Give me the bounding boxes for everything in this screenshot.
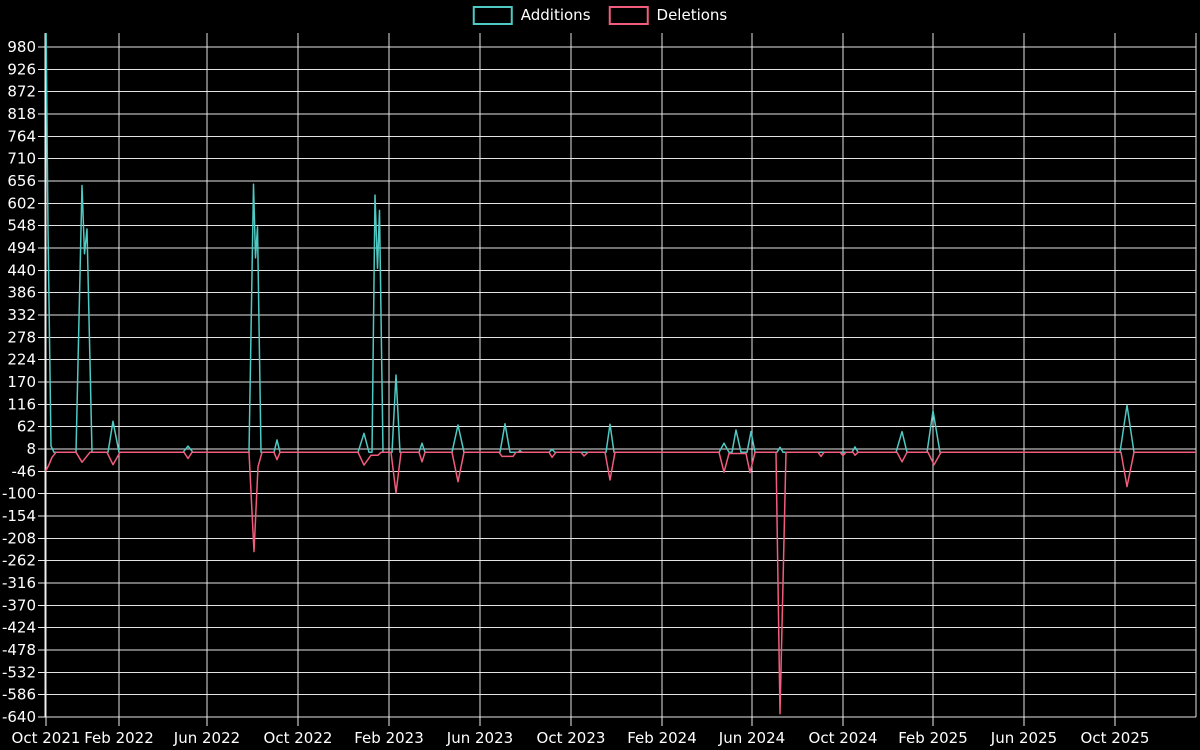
y-tick-label: 656 (7, 172, 36, 190)
chart-legend: Additions Deletions (472, 6, 728, 25)
legend-label-additions: Additions (520, 6, 591, 24)
y-tick-label: 980 (7, 38, 36, 56)
y-tick-label: 8 (26, 440, 36, 458)
y-tick-label: -208 (2, 529, 36, 547)
y-tick-label: 116 (7, 395, 36, 413)
x-tick-label: Oct 2023 (537, 729, 606, 747)
y-tick-label: 818 (7, 105, 36, 123)
x-tick-label: Jun 2024 (718, 729, 785, 747)
y-tick-label: -46 (12, 462, 37, 480)
y-tick-label: -424 (2, 619, 36, 637)
y-tick-label: 278 (7, 328, 36, 346)
y-tick-label: -532 (2, 663, 36, 681)
x-tick-label: Feb 2025 (898, 729, 968, 747)
additions-swatch (472, 6, 513, 25)
x-tick-label: Jun 2025 (990, 729, 1057, 747)
y-tick-label: 710 (7, 150, 36, 168)
plot-area[interactable] (45, 33, 1196, 717)
y-tick-label: 602 (7, 194, 36, 212)
y-tick-label: 764 (7, 127, 36, 145)
y-tick-label: -100 (2, 485, 36, 503)
y-tick-label: 494 (7, 239, 36, 257)
y-tick-label: -586 (2, 686, 36, 704)
x-tick-label: Oct 2022 (264, 729, 333, 747)
y-tick-label: -640 (2, 708, 36, 726)
y-tick-label: -478 (2, 641, 36, 659)
x-tick-label: Oct 2025 (1081, 729, 1150, 747)
deletions-line (45, 451, 1196, 715)
x-tick-label: Oct 2021 (12, 729, 81, 747)
y-tick-label: -370 (2, 596, 36, 614)
y-tick-label: 332 (7, 306, 36, 324)
x-tick-label: Oct 2024 (809, 729, 878, 747)
x-tick-label: Jun 2023 (446, 729, 513, 747)
y-tick-label: 224 (7, 351, 36, 369)
legend-item-additions[interactable]: Additions (472, 6, 591, 25)
y-tick-label: 926 (7, 60, 36, 78)
x-tick-label: Feb 2024 (627, 729, 697, 747)
y-tick-label: 548 (7, 217, 36, 235)
y-tick-label: 62 (17, 418, 36, 436)
x-tick-label: Jun 2022 (173, 729, 240, 747)
y-tick-label: 386 (7, 284, 36, 302)
y-tick-label: 170 (7, 373, 36, 391)
y-tick-label: 440 (7, 261, 36, 279)
legend-item-deletions[interactable]: Deletions (608, 6, 728, 25)
y-tick-label: 872 (7, 83, 36, 101)
x-tick-label: Feb 2022 (84, 729, 154, 747)
deletions-swatch (608, 6, 649, 25)
y-tick-label: -154 (2, 507, 36, 525)
y-tick-label: -316 (2, 574, 36, 592)
x-tick-label: Feb 2023 (354, 729, 424, 747)
legend-label-deletions: Deletions (656, 6, 728, 24)
y-tick-label: -262 (2, 552, 36, 570)
